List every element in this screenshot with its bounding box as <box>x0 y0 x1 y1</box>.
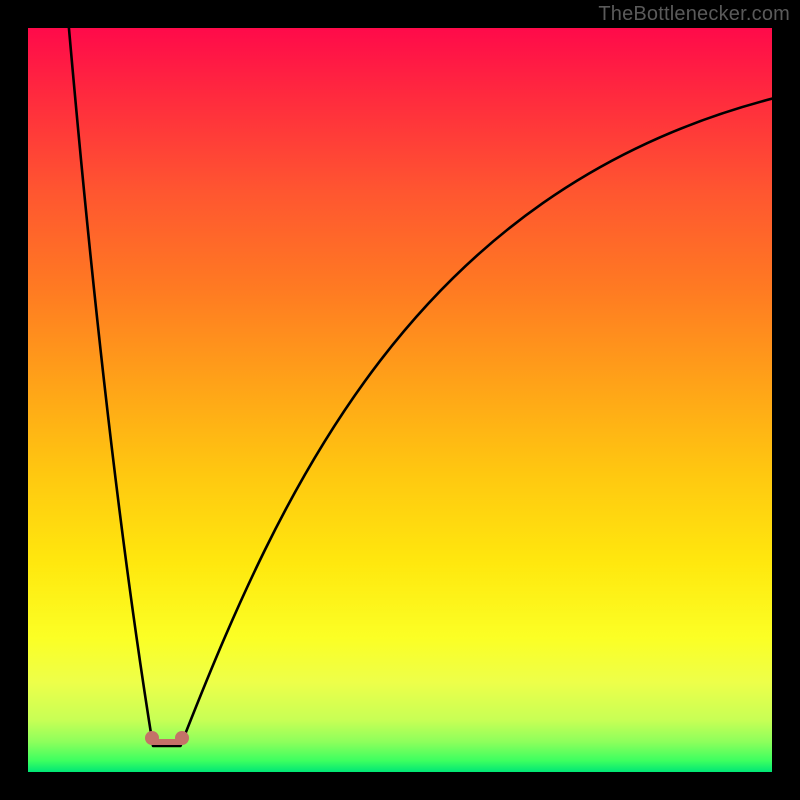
marker-right-dot <box>175 731 189 745</box>
watermark-text: TheBottlenecker.com <box>598 3 790 26</box>
chart-container: TheBottlenecker.com <box>0 0 800 800</box>
curve-layer <box>28 28 772 772</box>
marker-left-dot <box>145 731 159 745</box>
bottleneck-plot <box>28 28 772 772</box>
